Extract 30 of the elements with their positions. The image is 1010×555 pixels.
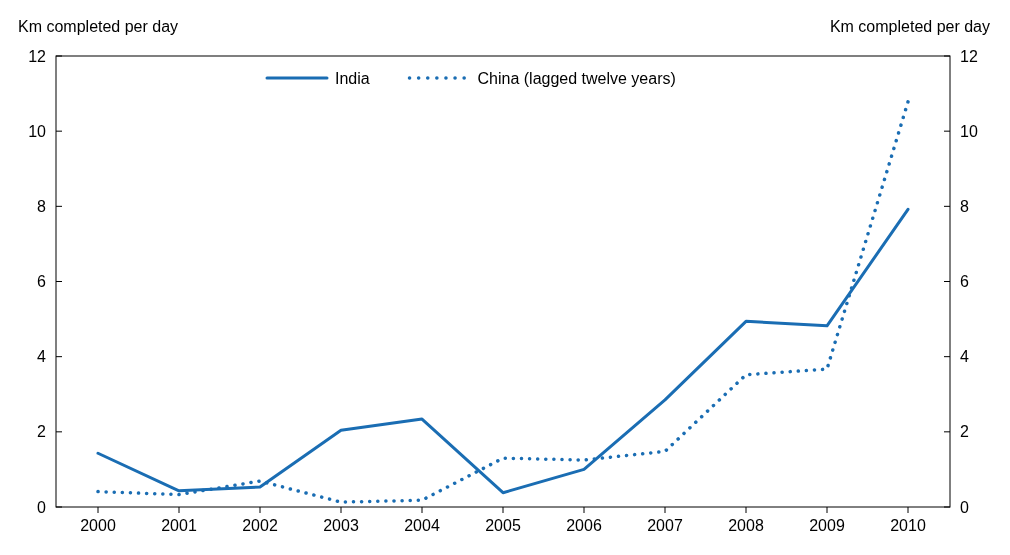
x-tick-label: 2007 [647,517,683,534]
y-tick-label: 10 [28,122,47,140]
y2-axis-title: Km completed per day [829,18,990,35]
x-tick-label: 2001 [161,517,197,534]
x-tick-label: 2004 [404,517,440,534]
legend-label: India [335,69,370,87]
y2-tick-label: 2 [960,423,969,441]
x-tick-label: 2003 [323,517,359,534]
y-tick-label: 4 [37,348,47,366]
y2-tick-label: 8 [960,197,969,215]
y-tick-label: 6 [37,273,47,291]
y2-tick-label: 12 [960,47,978,65]
y-tick-label: 2 [37,423,47,441]
legend-label: China (lagged twelve years) [477,69,676,87]
x-tick-label: 2009 [809,517,845,534]
y2-tick-label: 4 [960,348,969,366]
x-tick-label: 2006 [566,517,602,534]
y2-tick-label: 0 [960,498,969,516]
x-tick-label: 2002 [242,517,278,534]
line-series [96,100,910,504]
x-tick-label: 2000 [80,517,116,534]
y-axis-title: Km completed per day [18,18,179,35]
x-tick-label: 2010 [890,517,926,534]
x-tick-label: 2008 [728,517,764,534]
y-tick-label: 12 [28,47,47,65]
y2-tick-label: 6 [960,273,969,291]
x-tick-label: 2005 [485,517,521,534]
y2-tick-label: 10 [960,122,978,140]
y-tick-label: 8 [37,197,47,215]
y-tick-label: 0 [37,498,47,516]
